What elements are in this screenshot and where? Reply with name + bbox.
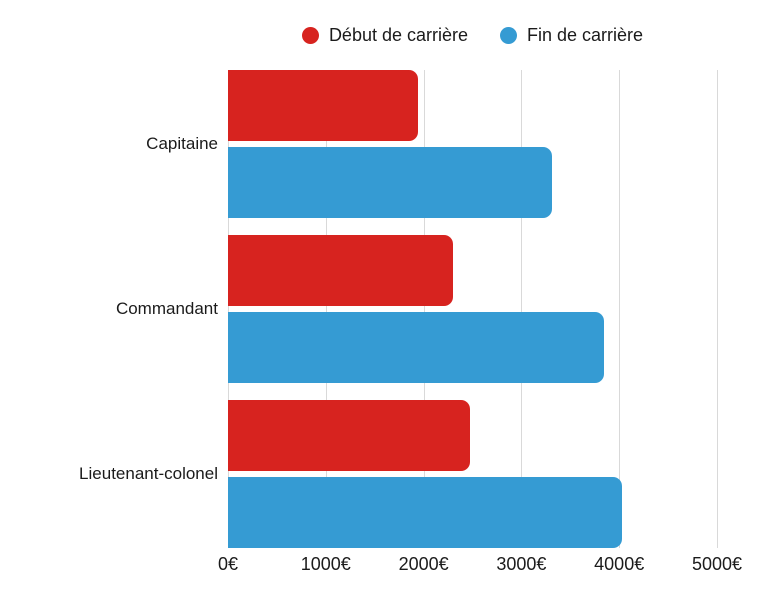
legend-label: Fin de carrière xyxy=(527,25,644,45)
category-label: Commandant xyxy=(115,299,218,318)
legend-swatch-icon xyxy=(301,27,319,44)
category-label: Lieutenant-colonel xyxy=(79,464,218,483)
x-axis-tick-label: 0€ xyxy=(217,554,239,574)
bar-group xyxy=(228,70,717,218)
x-axis-tick-label: 3000€ xyxy=(496,554,547,574)
bar-groups xyxy=(228,70,717,548)
legend: Début de carrière Fin de carrière xyxy=(228,25,717,46)
x-axis-tick-label: 1000€ xyxy=(300,554,351,574)
legend-label: Début de carrière xyxy=(328,25,469,45)
bar-fin[interactable] xyxy=(228,147,552,218)
gridline xyxy=(717,70,718,548)
gridline xyxy=(325,70,327,548)
category-label: Capitaine xyxy=(146,134,218,153)
gridline xyxy=(521,70,523,548)
gridline xyxy=(423,70,425,548)
x-axis: 0€ 1000€ 2000€ 3000€ 4000€ 5000€ xyxy=(218,554,742,580)
x-axis-tick-label: 5000€ xyxy=(691,554,743,574)
bar-debut[interactable] xyxy=(228,70,418,141)
x-axis-tick-label: 4000€ xyxy=(594,554,645,574)
category-labels: Capitaine Commandant Lieutenant-colonel xyxy=(0,70,218,548)
bar-debut[interactable] xyxy=(228,235,453,306)
bar-fin[interactable] xyxy=(228,312,604,383)
gridline xyxy=(619,70,621,548)
x-axis-tick-label: 2000€ xyxy=(398,554,449,574)
legend-swatch-icon xyxy=(500,27,518,44)
bar-group xyxy=(228,400,717,548)
bar-group xyxy=(228,235,717,383)
bar-debut[interactable] xyxy=(228,400,470,471)
bar-fin[interactable] xyxy=(228,477,623,548)
gridline xyxy=(228,70,229,548)
plot-area xyxy=(228,70,718,548)
legend-item-debut[interactable]: Début de carrière xyxy=(301,25,469,46)
legend-item-fin[interactable]: Fin de carrière xyxy=(500,25,643,46)
